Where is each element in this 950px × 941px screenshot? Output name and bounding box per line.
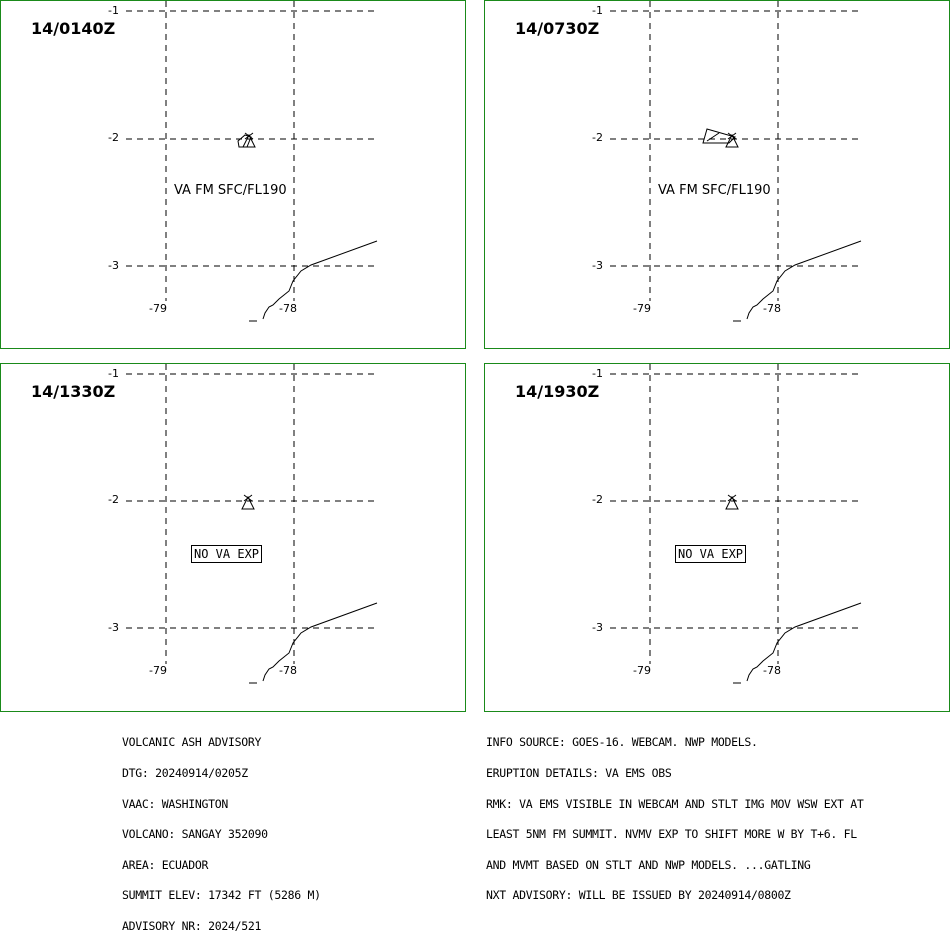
advisory-line: VOLCANO: SANGAY 352090 — [122, 827, 268, 842]
advisory-line: DTG: 20240914/0205Z — [122, 766, 248, 780]
lat-label: -3 — [108, 621, 119, 634]
panel-map — [610, 1, 862, 322]
advisory-line: LEAST 5NM FM SUMMIT. NVMV EXP TO SHIFT M… — [486, 827, 857, 842]
lon-label: -78 — [763, 664, 781, 677]
coastline — [746, 240, 862, 320]
forecast-panel-1: 14/0140Z -1 -2 -3 -79 -78 VA FM SFC/FL19… — [0, 0, 466, 349]
panel-time: 14/0730Z — [515, 19, 600, 38]
ash-cloud-polygon — [702, 128, 736, 144]
volcano-triangle-icon — [725, 494, 739, 510]
lat-label: -1 — [592, 367, 603, 380]
panel-map — [126, 364, 378, 684]
advisory-details-block: INFO SOURCE: GOES-16. WEBCAM. NWP MODELS… — [486, 717, 864, 911]
forecast-panel-4: 14/1930Z -1 -2 -3 -79 -78 NO VA EXP — [484, 363, 950, 712]
advisory-line: SUMMIT ELEV: 17342 FT (5286 M) — [122, 888, 321, 903]
lat-label: -3 — [592, 259, 603, 272]
lon-label: -78 — [279, 302, 297, 315]
advisory-line: ERUPTION DETAILS: VA EMS OBS — [486, 766, 672, 780]
panel-time: 14/0140Z — [31, 19, 116, 38]
lon-label: -79 — [149, 302, 167, 315]
ash-cloud-polygon — [237, 134, 252, 148]
lat-label: -1 — [108, 367, 119, 380]
no-va-box: NO VA EXP — [675, 545, 747, 563]
advisory-line: VAAC: WASHINGTON — [122, 796, 228, 811]
advisory-line: AREA: ECUADOR — [122, 857, 209, 872]
lon-label: -78 — [763, 302, 781, 315]
lat-label: -3 — [108, 259, 119, 272]
panel-map — [610, 364, 862, 684]
lon-label: -79 — [633, 664, 651, 677]
lat-label: -2 — [592, 493, 603, 506]
advisory-header-block: VOLCANIC ASH ADVISORY DTG: 20240914/0205… — [122, 717, 321, 941]
lat-label: -1 — [108, 4, 119, 17]
advisory-line: AND MVMT BASED ON STLT AND NWP MODELS. .… — [486, 857, 811, 872]
advisory-line: NXT ADVISORY: WILL BE ISSUED BY 20240914… — [486, 888, 791, 903]
advisory-line: RMK: VA EMS VISIBLE IN WEBCAM AND STLT I… — [486, 796, 864, 811]
lon-label: -78 — [279, 664, 297, 677]
coastline — [262, 602, 378, 682]
va-level-text: VA FM SFC/FL190 — [174, 183, 287, 198]
lat-label: -3 — [592, 621, 603, 634]
no-va-box: NO VA EXP — [191, 545, 263, 563]
lat-label: -2 — [108, 493, 119, 506]
panel-time: 14/1330Z — [31, 382, 116, 401]
lat-label: -1 — [592, 4, 603, 17]
panel-time: 14/1930Z — [515, 382, 600, 401]
forecast-panel-3: 14/1330Z -1 -2 -3 -79 -78 NO VA EXP — [0, 363, 466, 712]
advisory-line: ADVISORY NR: 2024/521 — [122, 918, 262, 933]
panel-map — [126, 1, 378, 322]
volcano-triangle-icon — [241, 494, 255, 510]
volcano-triangle-icon — [725, 132, 739, 148]
lat-label: -2 — [592, 131, 603, 144]
volcano-triangle-icon — [242, 132, 256, 148]
lon-label: -79 — [633, 302, 651, 315]
coastline — [746, 602, 862, 682]
forecast-panel-2: 14/0730Z -1 -2 -3 -79 -78 VA FM SFC/FL19… — [484, 0, 950, 349]
lat-label: -2 — [108, 131, 119, 144]
advisory-line: INFO SOURCE: GOES-16. WEBCAM. NWP MODELS… — [486, 735, 758, 750]
coastline — [262, 240, 378, 320]
va-level-text: VA FM SFC/FL190 — [658, 183, 771, 198]
lon-label: -79 — [149, 664, 167, 677]
advisory-line: VOLCANIC ASH ADVISORY — [122, 735, 262, 750]
